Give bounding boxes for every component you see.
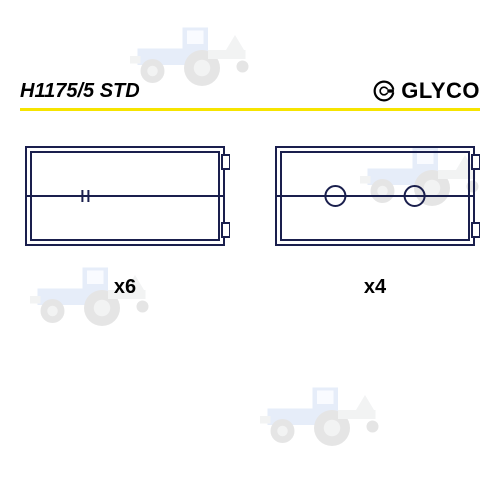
part-diagram: x4 xyxy=(270,141,480,299)
brand-logo-icon xyxy=(373,80,395,102)
product-diagram-card: H1175/5 STD GLYCO x6 x4 xyxy=(20,78,480,299)
bearing-shell-with-holes-icon xyxy=(270,141,480,256)
quantity-label: x6 xyxy=(114,276,136,299)
quantity-label: x4 xyxy=(364,276,386,299)
part-number: H1175/5 STD xyxy=(20,80,140,103)
brand-name: GLYCO xyxy=(401,78,480,104)
tractor-watermark-icon xyxy=(260,370,380,455)
part-diagram: x6 xyxy=(20,141,230,299)
brand: GLYCO xyxy=(373,78,480,104)
diagrams-row: x6 x4 xyxy=(20,141,480,299)
bearing-shell-plain-icon xyxy=(20,141,230,256)
header-bar: H1175/5 STD GLYCO xyxy=(20,78,480,111)
